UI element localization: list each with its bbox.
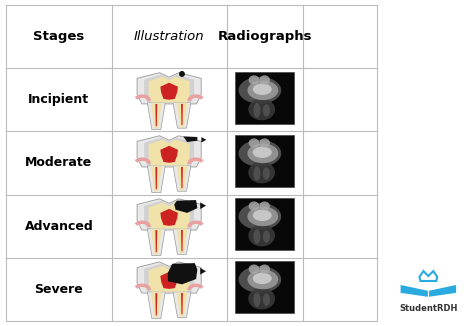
Polygon shape xyxy=(155,104,157,126)
Polygon shape xyxy=(137,199,201,230)
Polygon shape xyxy=(144,264,194,292)
Ellipse shape xyxy=(254,229,261,244)
Text: Illustration: Illustration xyxy=(134,30,204,43)
Bar xyxy=(235,261,294,313)
Ellipse shape xyxy=(248,98,275,120)
Polygon shape xyxy=(147,229,165,256)
Polygon shape xyxy=(181,167,183,188)
Polygon shape xyxy=(160,146,178,163)
Polygon shape xyxy=(177,292,187,316)
Ellipse shape xyxy=(259,264,270,274)
Ellipse shape xyxy=(253,147,272,158)
Polygon shape xyxy=(149,202,190,229)
Ellipse shape xyxy=(253,273,272,284)
Text: Severe: Severe xyxy=(35,283,83,296)
Ellipse shape xyxy=(259,138,270,148)
Ellipse shape xyxy=(263,104,270,117)
Polygon shape xyxy=(155,230,157,252)
Text: Stages: Stages xyxy=(33,30,84,43)
Polygon shape xyxy=(144,201,194,229)
Ellipse shape xyxy=(253,83,272,95)
Bar xyxy=(235,72,294,124)
Ellipse shape xyxy=(249,264,259,274)
Polygon shape xyxy=(144,138,194,166)
Text: Advanced: Advanced xyxy=(25,219,93,232)
Ellipse shape xyxy=(254,166,261,181)
Ellipse shape xyxy=(259,201,270,211)
Ellipse shape xyxy=(248,162,275,183)
Ellipse shape xyxy=(247,143,278,163)
Polygon shape xyxy=(144,75,194,103)
Polygon shape xyxy=(155,167,157,189)
Polygon shape xyxy=(149,140,190,165)
Polygon shape xyxy=(173,166,191,191)
Polygon shape xyxy=(147,103,165,129)
Polygon shape xyxy=(173,292,191,317)
Ellipse shape xyxy=(248,225,275,246)
Polygon shape xyxy=(149,76,190,102)
Ellipse shape xyxy=(263,230,270,243)
Polygon shape xyxy=(149,266,190,291)
Ellipse shape xyxy=(238,266,281,293)
Polygon shape xyxy=(174,200,197,213)
Polygon shape xyxy=(151,166,162,191)
Ellipse shape xyxy=(254,103,261,118)
Ellipse shape xyxy=(248,288,275,309)
Polygon shape xyxy=(200,268,206,274)
Polygon shape xyxy=(200,202,206,209)
Polygon shape xyxy=(160,83,178,100)
Polygon shape xyxy=(151,103,162,128)
Ellipse shape xyxy=(253,210,272,221)
Ellipse shape xyxy=(238,203,281,230)
Ellipse shape xyxy=(263,167,270,180)
Ellipse shape xyxy=(259,75,270,85)
Polygon shape xyxy=(177,229,187,253)
Ellipse shape xyxy=(238,77,281,104)
Polygon shape xyxy=(401,285,428,297)
Polygon shape xyxy=(147,166,165,193)
Polygon shape xyxy=(137,262,201,293)
Polygon shape xyxy=(168,263,197,284)
Text: StudentRDH: StudentRDH xyxy=(399,304,457,313)
Ellipse shape xyxy=(249,201,259,211)
Text: Moderate: Moderate xyxy=(25,156,92,170)
Circle shape xyxy=(180,72,184,76)
Polygon shape xyxy=(173,229,191,254)
Polygon shape xyxy=(181,104,183,125)
Polygon shape xyxy=(151,229,162,255)
Polygon shape xyxy=(428,285,456,297)
Polygon shape xyxy=(137,73,201,104)
Ellipse shape xyxy=(254,292,261,307)
Polygon shape xyxy=(201,137,206,142)
Ellipse shape xyxy=(238,140,281,167)
Ellipse shape xyxy=(247,270,278,289)
Polygon shape xyxy=(155,293,157,316)
Polygon shape xyxy=(177,103,187,127)
Text: Radiographs: Radiographs xyxy=(218,30,312,43)
Polygon shape xyxy=(151,292,162,318)
Ellipse shape xyxy=(263,293,270,306)
Polygon shape xyxy=(160,209,178,226)
Polygon shape xyxy=(177,166,187,190)
Polygon shape xyxy=(181,230,183,251)
Polygon shape xyxy=(181,293,183,314)
Polygon shape xyxy=(183,136,197,142)
Polygon shape xyxy=(137,136,201,167)
Ellipse shape xyxy=(247,81,278,100)
Ellipse shape xyxy=(249,138,259,148)
Bar xyxy=(235,135,294,187)
Ellipse shape xyxy=(249,75,259,85)
Bar xyxy=(235,198,294,250)
Polygon shape xyxy=(160,272,178,289)
Text: Incipient: Incipient xyxy=(28,94,90,107)
Polygon shape xyxy=(173,103,191,128)
Ellipse shape xyxy=(247,207,278,226)
Polygon shape xyxy=(147,292,165,319)
